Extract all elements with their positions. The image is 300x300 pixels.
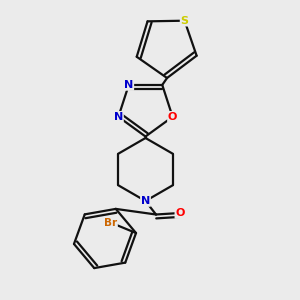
Text: O: O bbox=[175, 208, 185, 218]
Text: N: N bbox=[124, 80, 134, 90]
Text: O: O bbox=[168, 112, 177, 122]
Text: S: S bbox=[181, 16, 189, 26]
Text: N: N bbox=[141, 196, 150, 206]
Text: Br: Br bbox=[104, 218, 117, 227]
Text: N: N bbox=[114, 112, 123, 122]
